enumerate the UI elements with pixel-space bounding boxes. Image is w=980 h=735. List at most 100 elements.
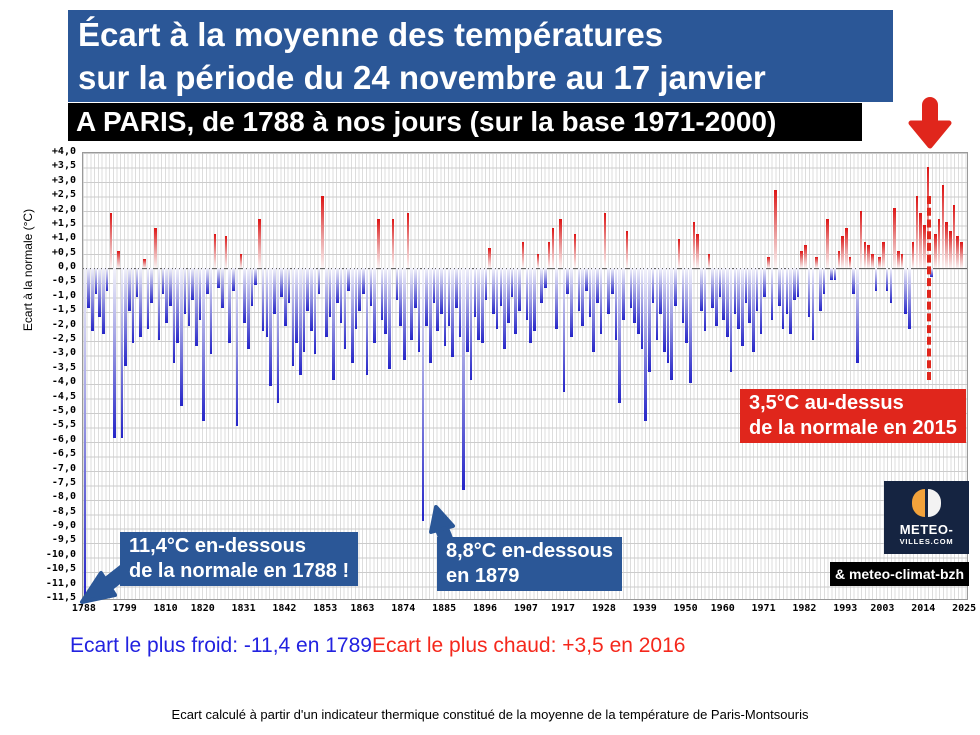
y-tick-label: -4,5 xyxy=(51,390,76,402)
bar-1898 xyxy=(492,268,495,315)
bar-1834 xyxy=(254,268,257,286)
bar-1937 xyxy=(637,268,640,335)
bar-2010 xyxy=(908,268,911,329)
bar-1899 xyxy=(495,268,499,329)
bar-1966 xyxy=(744,268,748,303)
bar-2017 xyxy=(934,233,937,269)
bar-1874 xyxy=(403,268,406,361)
bar-1957 xyxy=(711,268,714,309)
logo-text-line1: METEO- xyxy=(899,522,954,537)
bar-1852 xyxy=(321,196,324,269)
y-tick-label: -2,5 xyxy=(51,333,76,345)
bar-1849 xyxy=(310,268,313,332)
bar-1964 xyxy=(737,268,740,329)
bar-1794 xyxy=(105,268,109,292)
bar-1945 xyxy=(666,268,670,364)
arrow-down-2015-icon xyxy=(908,97,952,149)
bar-1936 xyxy=(633,268,636,323)
bar-1888 xyxy=(455,268,458,309)
bar-1958 xyxy=(715,268,718,326)
y-tick-label: -10,0 xyxy=(45,548,76,560)
x-tick-label: 1831 xyxy=(231,603,256,614)
bar-1825 xyxy=(221,268,224,309)
bar-1843 xyxy=(287,268,291,303)
bar-1970 xyxy=(759,268,763,335)
bar-1798 xyxy=(120,268,124,438)
bar-2004 xyxy=(885,268,889,292)
x-tick-label: 1971 xyxy=(751,603,776,614)
bar-1845 xyxy=(295,268,298,343)
x-tick-label: 1960 xyxy=(710,603,735,614)
bar-1974 xyxy=(774,190,777,269)
annotation-warm-2015-line1: 3,5°C au-dessus xyxy=(749,392,904,414)
bar-1934 xyxy=(625,230,629,269)
bar-1835 xyxy=(258,219,261,269)
bar-1803 xyxy=(139,268,142,338)
bar-1995 xyxy=(852,268,855,294)
bar-1973 xyxy=(770,268,774,320)
bar-1844 xyxy=(291,268,295,366)
bar-1976 xyxy=(781,268,785,329)
bar-1922 xyxy=(581,268,584,326)
bar-1900 xyxy=(499,268,503,306)
bar-1813 xyxy=(176,268,179,343)
bar-1951 xyxy=(689,268,692,384)
bar-1858 xyxy=(343,268,347,349)
bar-1938 xyxy=(640,268,644,349)
bar-1863 xyxy=(362,268,365,294)
bar-1999 xyxy=(867,245,870,269)
bar-1793 xyxy=(102,268,105,335)
bar-1941 xyxy=(651,268,655,303)
bar-1789 xyxy=(87,268,90,309)
bar-1859 xyxy=(347,268,350,292)
bar-2002 xyxy=(878,256,881,269)
bar-1940 xyxy=(648,268,651,372)
bar-1838 xyxy=(269,268,272,387)
y-tick-label: +1,5 xyxy=(51,217,76,229)
y-tick-label: +0,5 xyxy=(51,246,76,258)
bar-1868 xyxy=(380,268,384,320)
bar-1903 xyxy=(510,268,514,297)
bar-2001 xyxy=(874,268,878,292)
bar-1855 xyxy=(332,268,335,381)
x-tick-label: 1885 xyxy=(432,603,457,614)
bar-1881 xyxy=(429,268,432,364)
bar-1961 xyxy=(726,268,729,338)
bar-1821 xyxy=(206,268,209,294)
bar-2005 xyxy=(889,268,893,303)
footer-note: Ecart calculé à partir d'un indicateur t… xyxy=(171,707,809,722)
bar-1959 xyxy=(718,268,722,297)
bar-1862 xyxy=(358,268,361,312)
bar-1827 xyxy=(228,268,231,343)
bar-1915 xyxy=(555,268,558,329)
bar-1851 xyxy=(317,268,321,294)
y-tick-label: -8,0 xyxy=(51,491,76,503)
x-tick-label: 1993 xyxy=(833,603,858,614)
annotation-cold-1788: 11,4°C en-dessous de la normale en 1788 … xyxy=(120,532,359,586)
bar-1919 xyxy=(570,268,573,338)
bar-1914 xyxy=(551,227,555,269)
meteo-villes-logo: METEO- VILLES.COM xyxy=(884,481,969,554)
x-tick-label: 1788 xyxy=(71,603,96,614)
annotation-warm-2015: 3,5°C au-dessus de la normale en 2015 xyxy=(740,389,966,443)
logo-credit: & meteo-climat-bzh xyxy=(830,562,969,586)
bar-1792 xyxy=(98,268,101,317)
bar-1933 xyxy=(622,268,625,320)
bar-2012 xyxy=(915,196,919,269)
bar-1885 xyxy=(443,268,447,346)
bar-1983 xyxy=(807,268,811,317)
bar-1975 xyxy=(778,268,781,306)
bar-1909 xyxy=(533,268,536,332)
bar-1817 xyxy=(191,268,194,300)
x-tick-label: 1928 xyxy=(591,603,616,614)
bar-1928 xyxy=(603,213,607,269)
bar-1831 xyxy=(243,268,246,323)
bar-1982 xyxy=(804,245,807,269)
bar-1920 xyxy=(573,233,577,269)
bar-1932 xyxy=(618,268,621,404)
bar-1991 xyxy=(837,250,841,269)
bar-1791 xyxy=(94,268,98,294)
bar-2016 xyxy=(930,268,933,277)
y-tick-label: +4,0 xyxy=(51,146,76,157)
y-tick-label: -10,5 xyxy=(45,563,76,575)
